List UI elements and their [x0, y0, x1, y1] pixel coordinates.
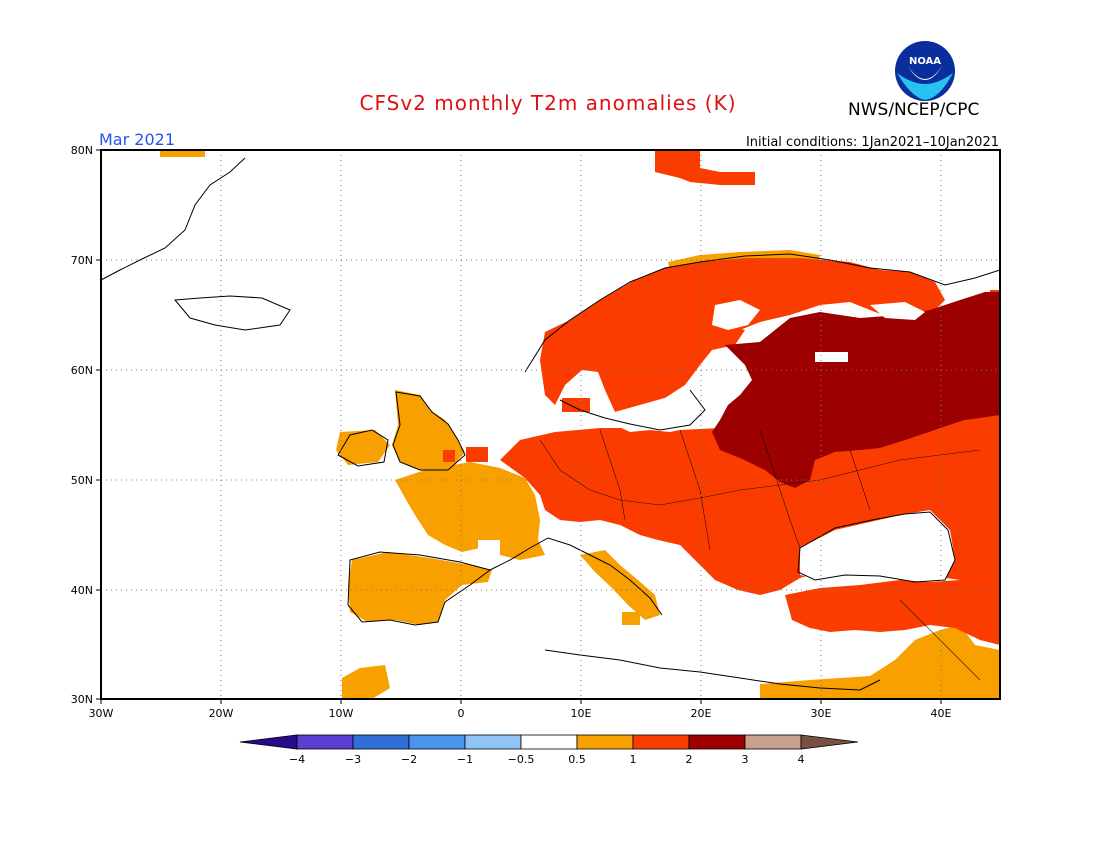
- lat-axis: 80N 70N 60N 50N 40N 30N: [71, 144, 101, 706]
- anomaly-field: [101, 150, 1000, 699]
- colorbar-label: −2: [401, 753, 417, 766]
- logo-text: NOAA: [909, 56, 941, 67]
- lon-tick-label: 30W: [89, 707, 114, 720]
- colorbar: −4 −3 −2 −1 −0.5 0.5 1 2 3 4: [239, 734, 859, 766]
- colorbar-bin: [744, 734, 802, 750]
- lon-axis: 30W 20W 10W 0 10E 20E 30E 40E: [89, 699, 952, 720]
- agency-label: NWS/NCEP/CPC: [848, 100, 980, 120]
- lat-tick-label: 30N: [71, 693, 93, 706]
- colorbar-arrow-high: [800, 734, 859, 750]
- anomaly-2-3: [712, 292, 1000, 488]
- lon-tick-label: 10E: [571, 707, 592, 720]
- lon-tick-label: 10W: [329, 707, 354, 720]
- lat-tick-label: 60N: [71, 364, 93, 377]
- colorbar-bin: [688, 734, 746, 750]
- colorbar-label: −3: [345, 753, 361, 766]
- country-borders: [539, 429, 981, 681]
- colorbar-label: −4: [289, 753, 305, 766]
- lat-tick-label: 40N: [71, 584, 93, 597]
- colorbar-label: 4: [798, 753, 805, 766]
- colorbar-label: 3: [742, 753, 749, 766]
- colorbar-label: 2: [686, 753, 693, 766]
- colorbar-bin: [352, 734, 410, 750]
- noaa-logo: NOAA: [895, 41, 955, 101]
- lon-tick-label: 20W: [209, 707, 234, 720]
- lon-tick-label: 30E: [811, 707, 832, 720]
- colorbar-label: −1: [457, 753, 473, 766]
- colorbar-label: −0.5: [508, 753, 535, 766]
- lon-tick-label: 40E: [931, 707, 952, 720]
- colorbar-bin: [464, 734, 522, 750]
- neutral-patches: [478, 300, 955, 582]
- initial-conditions: Initial conditions: 1Jan2021–10Jan2021: [746, 135, 999, 150]
- colorbar-label: 0.5: [568, 753, 586, 766]
- lon-tick-label: 0: [458, 707, 465, 720]
- colorbar-bin: [632, 734, 690, 750]
- colorbar-bin: [520, 734, 578, 750]
- lat-tick-label: 80N: [71, 144, 93, 157]
- colorbar-bin: [408, 734, 466, 750]
- lat-tick-label: 50N: [71, 474, 93, 487]
- map-title: CFSv2 monthly T2m anomalies (K): [360, 91, 737, 115]
- colorbar-bin: [576, 734, 634, 750]
- map-frame: [100, 149, 1001, 700]
- lat-tick-label: 70N: [71, 254, 93, 267]
- colorbar-bin: [296, 734, 354, 750]
- colorbar-arrow-low: [239, 734, 298, 750]
- lon-tick-label: 20E: [691, 707, 712, 720]
- forecast-month: Mar 2021: [99, 130, 175, 149]
- coastlines: [101, 157, 1000, 699]
- colorbar-label: 1: [630, 753, 637, 766]
